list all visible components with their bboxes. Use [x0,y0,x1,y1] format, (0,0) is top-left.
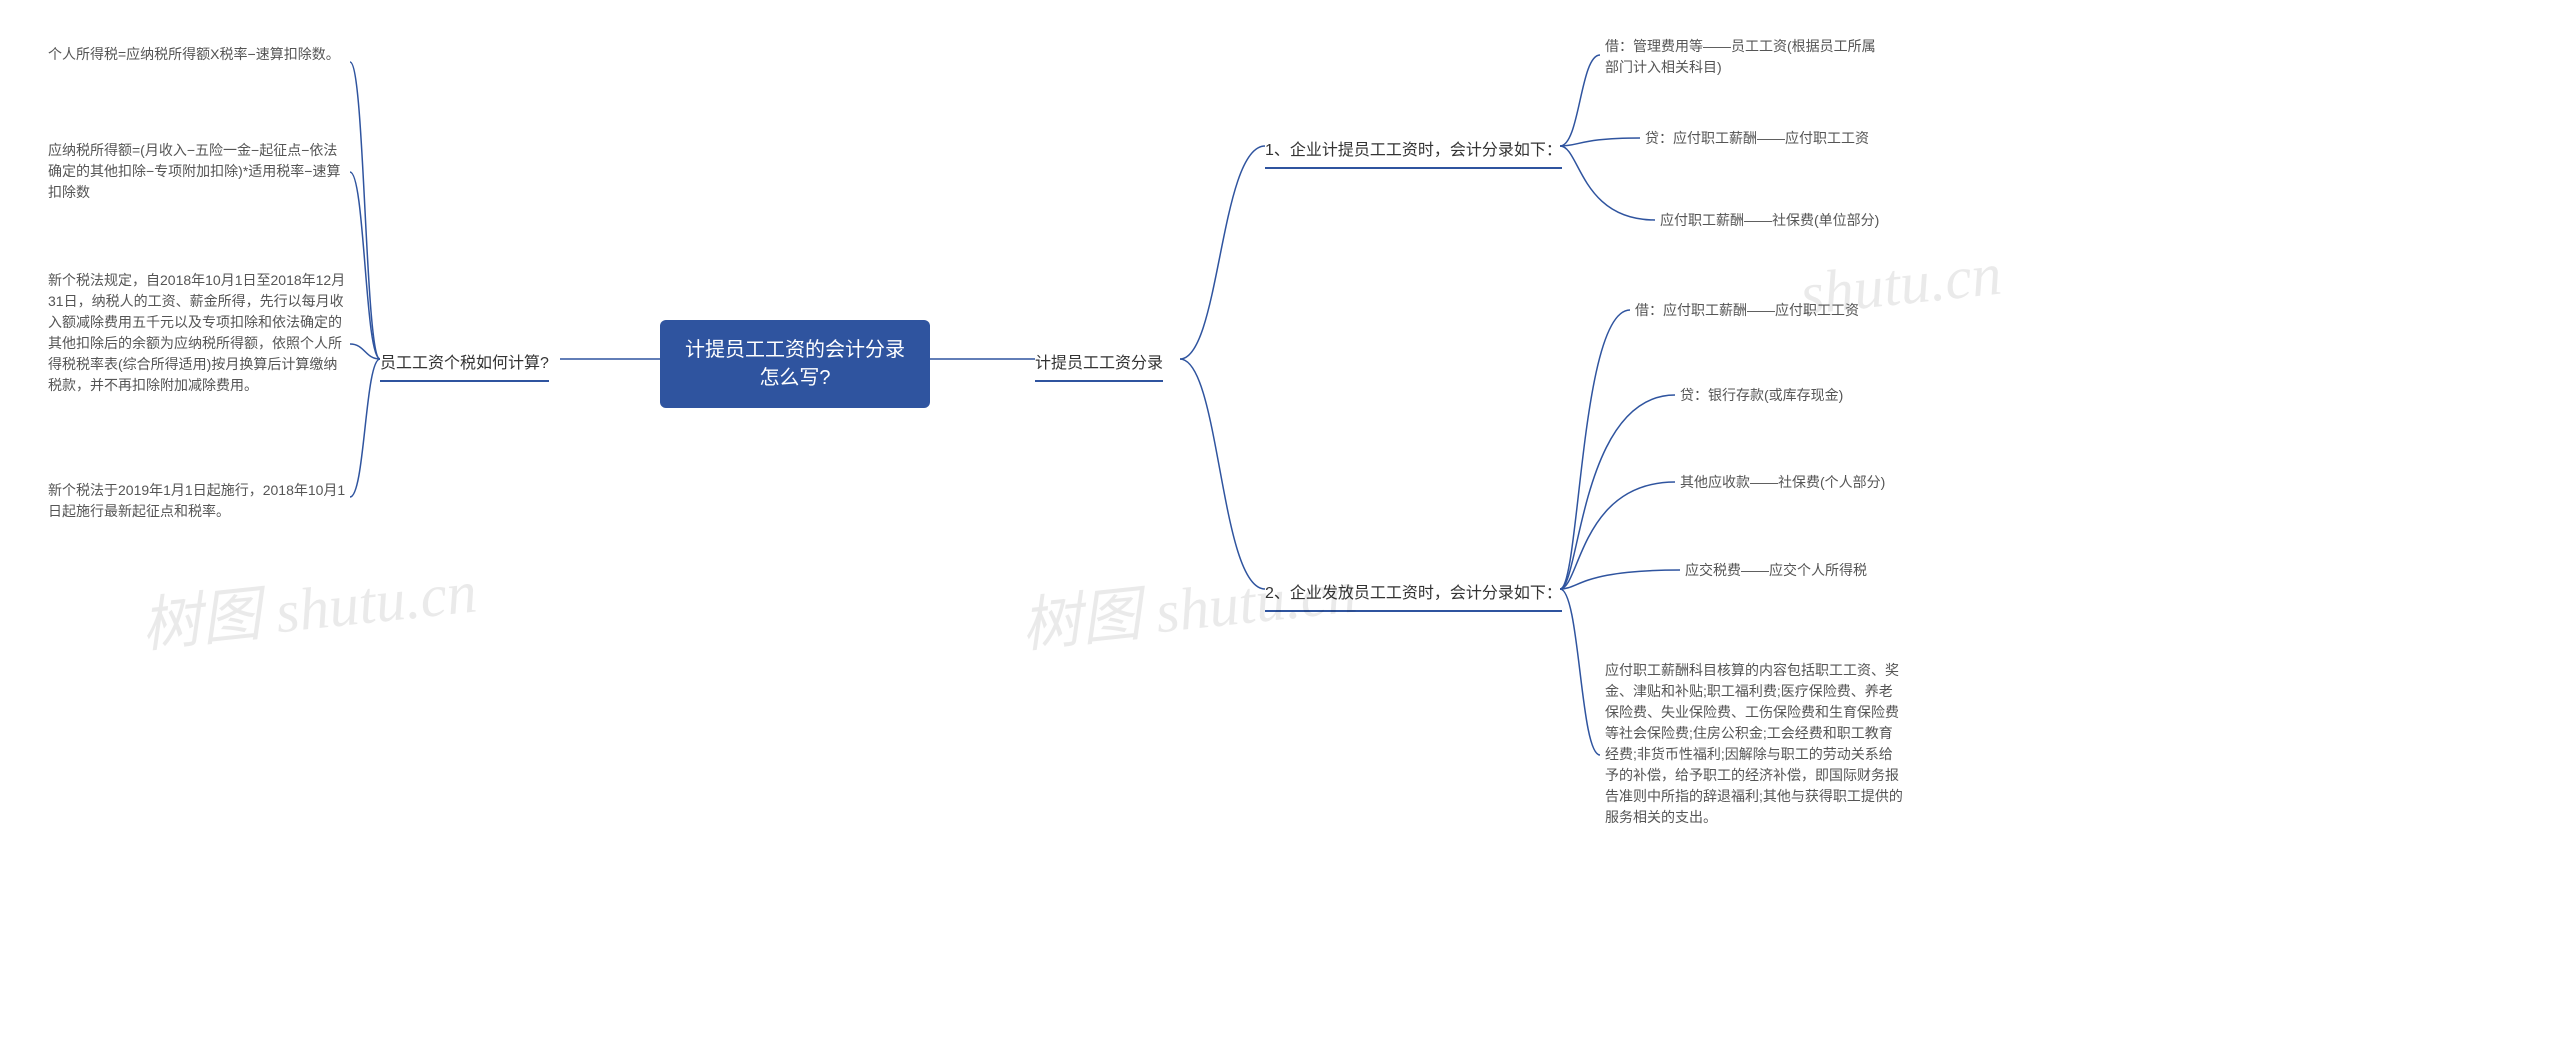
right-branch[interactable]: 计提员工工资分录 [1035,348,1163,382]
left-branch-label: 员工工资个税如何计算? [380,355,549,372]
right-sub-1-leaf-4: 应付职工薪酬科目核算的内容包括职工工资、奖金、津贴和补贴;职工福利费;医疗保险费… [1605,660,1905,828]
right-sub-1-label: 2、企业发放员工工资时，会计分录如下： [1265,585,1562,602]
root-text: 计提员工工资的会计分录怎么写? [685,339,905,389]
right-sub-0-leaf-2: 应付职工薪酬——社保费(单位部分) [1660,210,1920,231]
root-node[interactable]: 计提员工工资的会计分录怎么写? [660,320,930,408]
right-branch-label: 计提员工工资分录 [1035,355,1163,372]
watermark-0: 树图 shutu.cn [136,543,480,665]
right-sub-0[interactable]: 1、企业计提员工工资时，会计分录如下： [1265,135,1562,169]
left-leaf-1: 应纳税所得额=(月收入−五险一金−起征点−依法确定的其他扣除−专项附加扣除)*适… [48,140,348,203]
right-sub-1-leaf-3: 应交税费——应交个人所得税 [1685,560,1945,581]
left-leaf-2: 新个税法规定，自2018年10月1日至2018年12月31日，纳税人的工资、薪金… [48,270,348,396]
right-sub-0-leaf-1: 贷：应付职工薪酬——应付职工工资 [1645,128,1905,149]
right-sub-1[interactable]: 2、企业发放员工工资时，会计分录如下： [1265,578,1562,612]
left-leaf-0: 个人所得税=应纳税所得额X税率−速算扣除数。 [48,44,348,65]
right-sub-0-leaf-0: 借：管理费用等——员工工资(根据员工所属部门计入相关科目) [1605,36,1885,78]
right-sub-0-label: 1、企业计提员工工资时，会计分录如下： [1265,142,1562,159]
left-leaf-3: 新个税法于2019年1月1日起施行，2018年10月1日起施行最新起征点和税率。 [48,480,348,522]
right-sub-1-leaf-0: 借：应付职工薪酬——应付职工工资 [1635,300,1895,321]
left-branch[interactable]: 员工工资个税如何计算? [380,348,549,382]
right-sub-1-leaf-1: 贷：银行存款(或库存现金) [1680,385,1940,406]
right-sub-1-leaf-2: 其他应收款——社保费(个人部分) [1680,472,1940,493]
